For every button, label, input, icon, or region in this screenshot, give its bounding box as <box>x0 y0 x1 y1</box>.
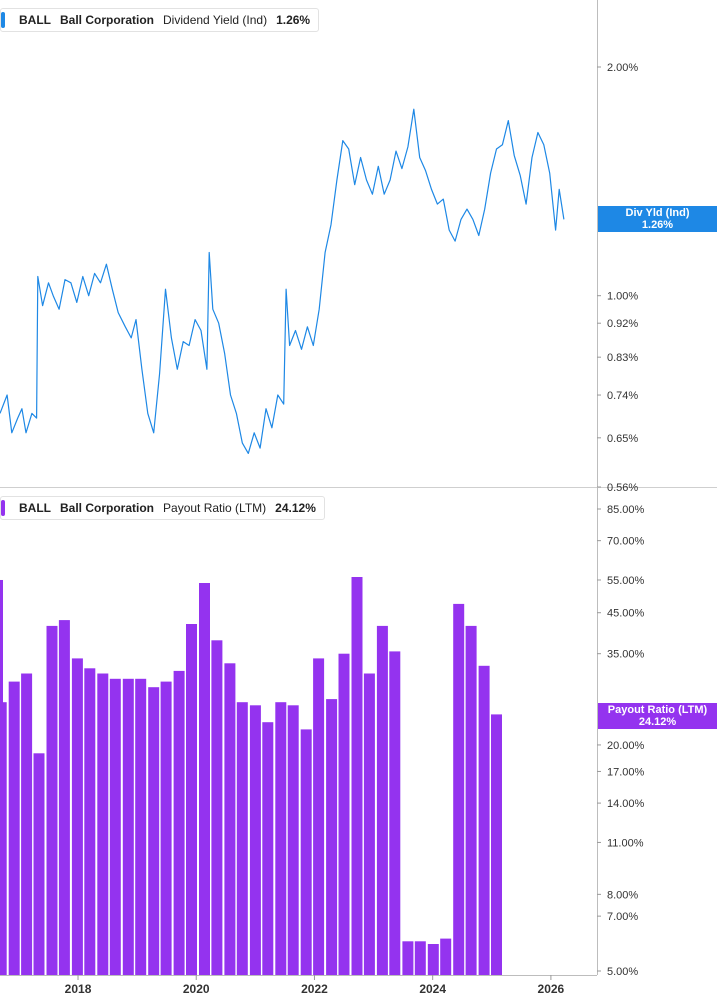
payout-bar <box>275 702 287 975</box>
payout-bar <box>211 640 223 975</box>
y-tick-label: 0.92% <box>607 318 638 330</box>
payout-bar <box>0 702 7 975</box>
payout-bar <box>199 583 210 975</box>
badge-value: 1.26% <box>641 219 674 231</box>
legend-company: Ball Corporation <box>60 13 155 27</box>
y-tick-label: 0.74% <box>607 390 638 402</box>
y-tick-label: 5.00% <box>607 966 638 978</box>
x-tick-labels: 2018 2020 2022 2024 2026 <box>65 975 565 996</box>
payout-bar <box>186 624 197 975</box>
y-tick-label: 14.00% <box>607 798 645 810</box>
payout-bar <box>8 681 20 975</box>
dividend-yield-series-line <box>0 108 565 454</box>
payout-bar <box>389 651 401 975</box>
y-tick-label: 70.00% <box>607 536 645 548</box>
payout-bar <box>160 681 172 975</box>
y-tick-label: 45.00% <box>607 608 645 620</box>
payout-bar <box>326 699 338 975</box>
payout-bar <box>414 941 426 975</box>
y-tick-label: 1.00% <box>607 291 638 303</box>
y-tick-label: 0.65% <box>607 433 638 445</box>
payout-bar <box>148 687 160 975</box>
x-tick-label: 2018 <box>65 982 92 996</box>
y-tick-label: 0.83% <box>607 352 638 364</box>
x-tick-label: 2026 <box>538 982 565 996</box>
legend-value: 1.26% <box>276 13 311 27</box>
legend-value: 24.12% <box>275 501 316 515</box>
payout-bar <box>427 944 439 975</box>
payout-bar <box>122 678 134 975</box>
y-tick-label: 85.00% <box>607 504 645 516</box>
y-tick-label: 0.56% <box>607 482 638 494</box>
payout-bar <box>402 941 414 975</box>
y-tick-label: 7.00% <box>607 911 638 923</box>
y-tick-label: 55.00% <box>607 575 645 587</box>
x-tick-label: 2020 <box>183 982 210 996</box>
y-tick-label: 17.00% <box>607 766 645 778</box>
payout-bar <box>300 729 312 975</box>
payout-bar <box>33 753 45 975</box>
payout-ratio-legend-swatch <box>1 500 5 516</box>
payout-bar <box>135 678 147 975</box>
y-tick-labels: 2.00% 1.00% 0.92% 0.83% 0.74% 0.65% 0.56% 85.00… <box>597 62 645 978</box>
payout-bar <box>440 938 452 975</box>
payout-bar <box>71 658 83 975</box>
payout-bar <box>478 665 490 975</box>
badge-value: 24.12% <box>638 716 677 728</box>
payout-bar <box>313 658 325 975</box>
y-tick-label: 8.00% <box>607 889 638 901</box>
y-tick-label: 11.00% <box>607 837 644 849</box>
payout-bar <box>351 577 363 975</box>
payout-bar <box>109 678 121 975</box>
payout-bar <box>21 673 33 975</box>
payout-ratio-bar-plot <box>0 577 502 975</box>
legend-metric: Payout Ratio (LTM) <box>163 501 267 515</box>
dividend-yield-line-plot <box>0 108 565 454</box>
legend-company: Ball Corporation <box>60 501 155 515</box>
y-tick-label: 35.00% <box>607 649 645 661</box>
legend-ticker: BALL <box>19 501 51 515</box>
payout-bar <box>453 603 465 975</box>
badge-label: Div Yld (Ind) <box>625 207 690 219</box>
payout-bar <box>465 625 477 975</box>
payout-bar <box>46 625 58 975</box>
payout-bar <box>338 653 350 975</box>
x-tick-label: 2022 <box>301 982 328 996</box>
dividend-yield-legend-swatch <box>1 12 5 28</box>
payout-bar <box>262 722 274 975</box>
payout-bar <box>376 625 388 975</box>
payout-ratio-badge: Payout Ratio (LTM) 24.12% <box>598 703 717 729</box>
x-tick-label: 2024 <box>419 982 446 996</box>
y-tick-label: 20.00% <box>607 740 645 752</box>
payout-bar <box>249 705 261 975</box>
payout-bar <box>173 670 185 975</box>
payout-bar <box>58 620 70 975</box>
payout-bar <box>236 702 248 975</box>
dividend-yield-badge: Div Yld (Ind) 1.26% <box>598 206 717 232</box>
dividend-yield-legend: BALL Ball Corporation Dividend Yield (In… <box>0 8 320 32</box>
legend-metric: Dividend Yield (Ind) <box>163 13 268 27</box>
payout-bar <box>224 663 236 975</box>
payout-bar <box>287 705 299 975</box>
payout-bar <box>491 714 502 975</box>
payout-bar <box>97 673 109 975</box>
payout-ratio-legend: BALL Ball Corporation Payout Ratio (LTM)… <box>0 496 325 520</box>
legend-ticker: BALL <box>19 13 51 27</box>
y-tick-label: 2.00% <box>607 62 638 74</box>
payout-bar <box>363 673 375 975</box>
payout-bar <box>84 668 96 975</box>
badge-label: Payout Ratio (LTM) <box>607 704 708 716</box>
